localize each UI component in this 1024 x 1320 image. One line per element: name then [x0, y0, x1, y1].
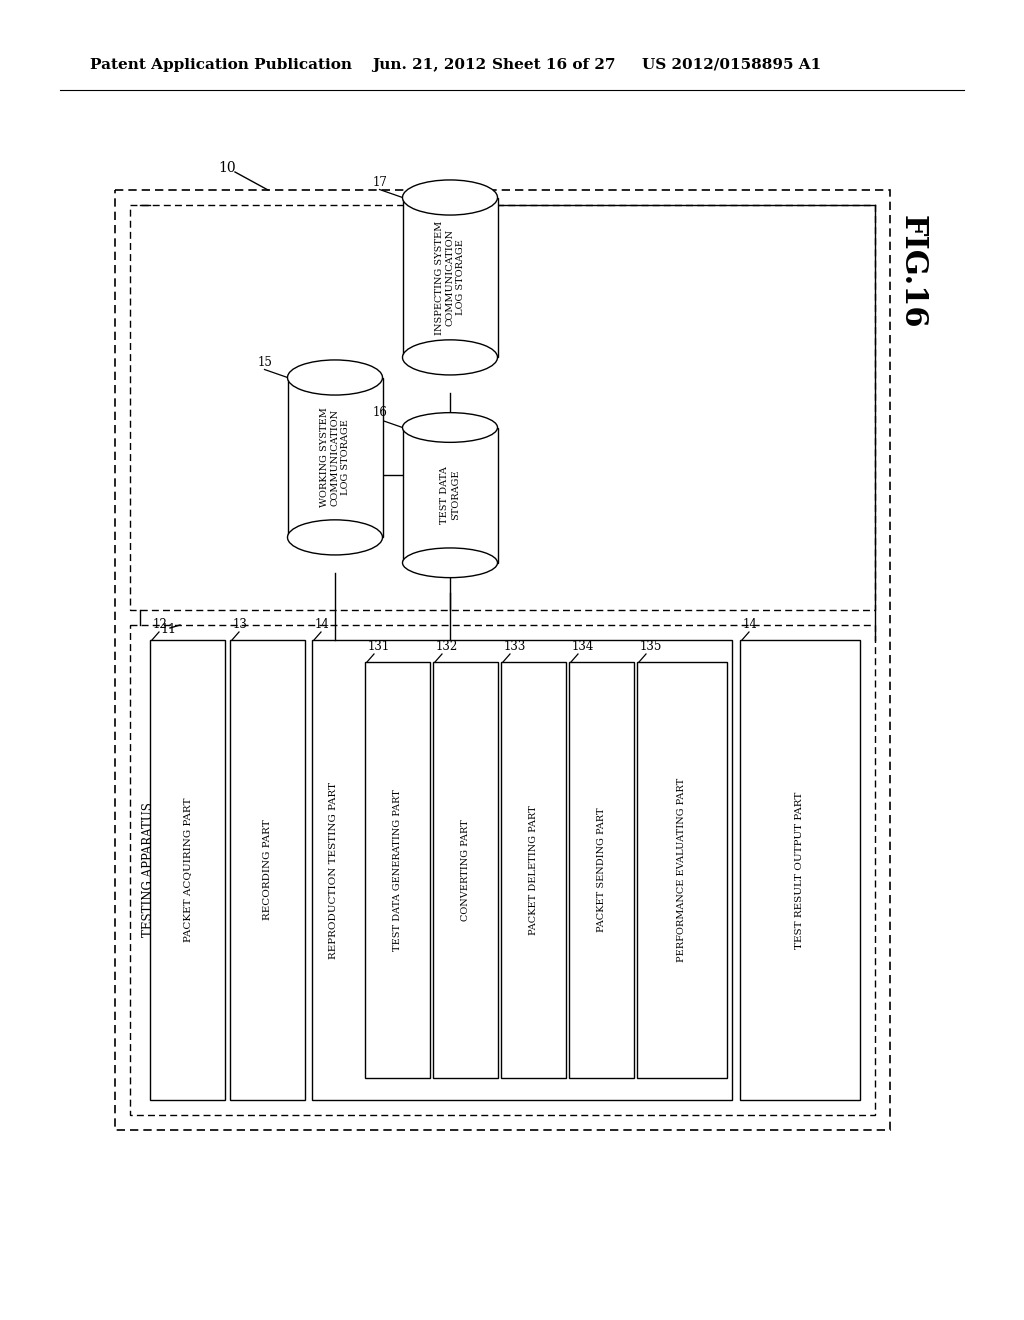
Bar — [637, 663, 727, 1078]
Text: 131: 131 — [368, 640, 390, 653]
Text: TESTING APPARATUS: TESTING APPARATUS — [141, 803, 155, 937]
Ellipse shape — [402, 180, 498, 215]
Text: 14: 14 — [743, 618, 758, 631]
Text: REPRODUCTION TESTING PART: REPRODUCTION TESTING PART — [330, 781, 339, 958]
Text: TEST DATA
STORAGE: TEST DATA STORAGE — [440, 466, 460, 524]
Text: 11: 11 — [160, 623, 176, 636]
Text: PACKET ACQUIRING PART: PACKET ACQUIRING PART — [183, 797, 193, 942]
Bar — [288, 378, 383, 537]
Text: 12: 12 — [153, 618, 168, 631]
Text: 13: 13 — [233, 618, 248, 631]
Text: Patent Application Publication: Patent Application Publication — [90, 58, 352, 73]
Bar — [740, 640, 860, 1100]
Ellipse shape — [402, 413, 498, 442]
Bar — [402, 428, 498, 562]
Text: PACKET SENDING PART: PACKET SENDING PART — [597, 808, 606, 932]
Text: CONVERTING PART: CONVERTING PART — [461, 820, 470, 921]
Text: Sheet 16 of 27: Sheet 16 of 27 — [492, 58, 615, 73]
Bar — [501, 663, 566, 1078]
Text: 16: 16 — [373, 405, 387, 418]
Bar — [365, 663, 430, 1078]
Text: 10: 10 — [218, 161, 236, 176]
Text: Jun. 21, 2012: Jun. 21, 2012 — [372, 58, 486, 73]
Text: PACKET DELETING PART: PACKET DELETING PART — [529, 805, 538, 935]
Ellipse shape — [288, 520, 383, 554]
Text: 135: 135 — [640, 640, 663, 653]
Bar — [150, 640, 225, 1100]
Ellipse shape — [402, 548, 498, 578]
Text: FIG.16: FIG.16 — [896, 215, 928, 329]
Text: TEST RESULT OUTPUT PART: TEST RESULT OUTPUT PART — [796, 791, 805, 949]
Ellipse shape — [402, 339, 498, 375]
Text: WORKING SYSTEM
COMMUNICATION
LOG STORAGE: WORKING SYSTEM COMMUNICATION LOG STORAGE — [321, 408, 350, 507]
Text: US 2012/0158895 A1: US 2012/0158895 A1 — [642, 58, 821, 73]
Text: PERFORMANCE EVALUATING PART: PERFORMANCE EVALUATING PART — [678, 777, 686, 962]
Text: TEST DATA GENERATING PART: TEST DATA GENERATING PART — [393, 789, 402, 950]
Bar — [433, 663, 498, 1078]
Text: RECORDING PART: RECORDING PART — [263, 820, 272, 920]
Text: 14: 14 — [315, 618, 330, 631]
Text: 132: 132 — [436, 640, 459, 653]
Text: 17: 17 — [373, 176, 387, 189]
Bar — [312, 640, 732, 1100]
Bar — [402, 198, 498, 358]
Bar — [569, 663, 634, 1078]
Bar — [230, 640, 305, 1100]
Text: 133: 133 — [504, 640, 526, 653]
Text: 134: 134 — [572, 640, 594, 653]
Ellipse shape — [288, 360, 383, 395]
Text: 15: 15 — [257, 355, 272, 368]
Text: INSPECTING SYSTEM
COMMUNICATION
LOG STORAGE: INSPECTING SYSTEM COMMUNICATION LOG STOR… — [435, 220, 465, 334]
